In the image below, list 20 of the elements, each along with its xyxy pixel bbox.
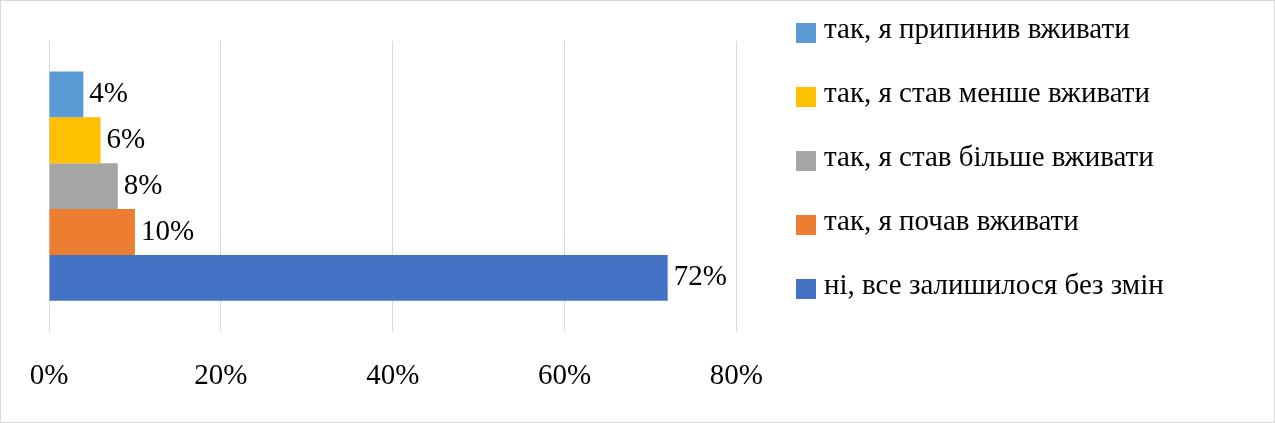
x-tick-label: 40%: [366, 358, 420, 391]
bar: [49, 254, 668, 301]
bar: [49, 163, 118, 210]
data-label: 10%: [140, 213, 195, 246]
bar: [49, 71, 84, 118]
data-label: 72%: [673, 259, 727, 292]
data-label: 4%: [89, 76, 129, 109]
legend-label: так, я став менше вживати: [824, 75, 1151, 109]
legend-label: так, я став більше вживати: [824, 139, 1154, 173]
x-tick-label: 80%: [709, 358, 764, 391]
data-label: 8%: [123, 167, 163, 200]
bar: [49, 209, 135, 255]
x-tick-label: 60%: [537, 358, 592, 391]
x-tick-label: 20%: [194, 358, 248, 391]
bar: [49, 117, 101, 164]
data-label: 6%: [106, 121, 146, 154]
legend-label: так, я почав вживати: [824, 203, 1079, 237]
legend-label: ні, все залишилося без змін: [824, 267, 1164, 301]
legend-label: так, я припинив вживати: [824, 11, 1130, 45]
x-tick-label: 0%: [29, 358, 69, 391]
